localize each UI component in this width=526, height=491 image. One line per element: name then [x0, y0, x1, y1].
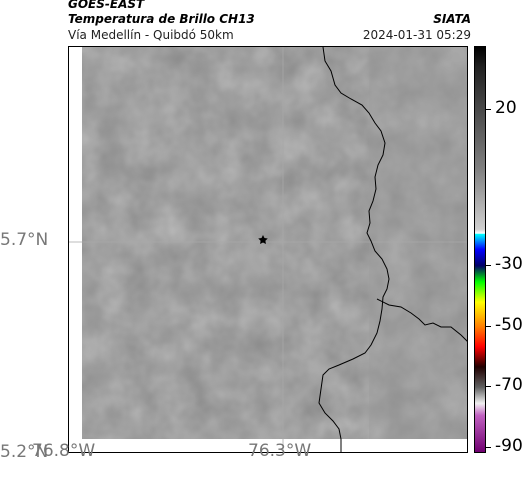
lon-label-76.3: 76.3°W [248, 441, 312, 461]
colorbar-tick [486, 386, 491, 387]
product-title: Temperatura de Brillo CH13 [68, 12, 255, 26]
colorbar-label-minus90: -90 [495, 436, 523, 456]
colorbar-tick [486, 265, 491, 266]
organization-label: SIATA [433, 12, 471, 26]
region-subtitle: Vía Medellín - Quibdó 50km [68, 28, 234, 42]
location-marker [258, 235, 268, 245]
cloud-field [82, 47, 467, 439]
star-icon [258, 235, 268, 245]
map-panel [68, 46, 468, 453]
colorbar-tick [486, 109, 491, 110]
lat-label-5.7: 5.7°N [0, 230, 49, 250]
colorbar-label-minus50: -50 [495, 315, 523, 335]
admin-border [318, 47, 467, 452]
colorbar-label-20: 20 [495, 98, 517, 118]
satellite-title: GOES-EAST [68, 0, 145, 11]
colorbar-label-minus70: -70 [495, 375, 523, 395]
colorbar-tick [486, 326, 491, 327]
timestamp-label: 2024-01-31 05:29 [362, 28, 471, 42]
lat-label-5.2: 5.2°N [0, 442, 49, 462]
graticule [69, 47, 467, 452]
colorbar-tick [486, 447, 491, 448]
brightness-temperature-map [69, 47, 467, 452]
temperature-colorbar [474, 46, 486, 453]
lon-label-76.8: 76.8°W [32, 441, 96, 461]
colorbar-label-minus30: -30 [495, 254, 523, 274]
